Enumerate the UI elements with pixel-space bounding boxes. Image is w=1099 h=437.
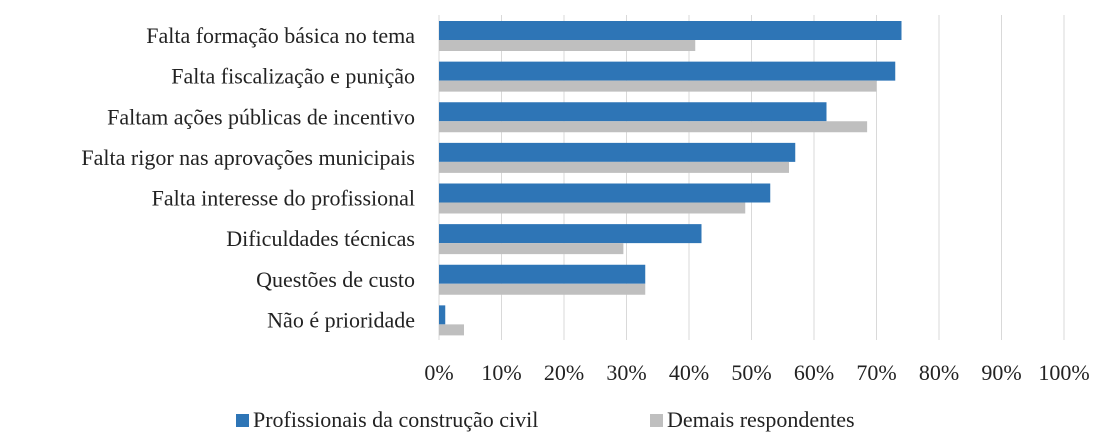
- x-tick-label: 50%: [731, 360, 771, 385]
- bar: [439, 183, 771, 203]
- legend-label: Demais respondentes: [667, 407, 855, 432]
- x-tick-label: 20%: [544, 360, 584, 385]
- x-tick-label: 90%: [981, 360, 1021, 385]
- x-tick-label: 10%: [481, 360, 521, 385]
- category-label: Falta fiscalização e punição: [171, 64, 415, 89]
- bar: [439, 224, 702, 244]
- bar: [439, 121, 868, 133]
- legend-label: Profissionais da construção civil: [253, 407, 538, 432]
- x-tick-label: 0%: [424, 360, 453, 385]
- bar: [439, 21, 902, 40]
- bar: [439, 161, 789, 173]
- category-label: Falta rigor nas aprovações municipais: [81, 145, 415, 170]
- x-tick-label: 80%: [919, 360, 959, 385]
- x-tick-label: 100%: [1038, 360, 1089, 385]
- category-label: Falta interesse do profissional: [152, 186, 415, 211]
- bar: [439, 102, 827, 122]
- bar: [439, 202, 746, 214]
- legend-swatch: [236, 414, 249, 427]
- x-tick-label: 40%: [669, 360, 709, 385]
- bar: [439, 283, 646, 295]
- x-tick-label: 30%: [606, 360, 646, 385]
- category-label: Dificuldades técnicas: [226, 226, 415, 251]
- legend-swatch: [650, 414, 663, 427]
- bar: [439, 243, 624, 255]
- bar: [439, 40, 696, 51]
- bar: [439, 80, 877, 92]
- x-tick-label: 60%: [794, 360, 834, 385]
- category-label: Questões de custo: [256, 267, 415, 292]
- category-label: Não é prioridade: [267, 307, 415, 332]
- bar: [439, 61, 896, 81]
- bar: [439, 305, 446, 325]
- category-label: Falta formação básica no tema: [146, 23, 415, 48]
- category-label: Faltam ações públicas de incentivo: [107, 104, 415, 129]
- bar: [439, 142, 796, 162]
- bar: [439, 264, 646, 284]
- x-tick-label: 70%: [856, 360, 896, 385]
- bar: [439, 324, 464, 336]
